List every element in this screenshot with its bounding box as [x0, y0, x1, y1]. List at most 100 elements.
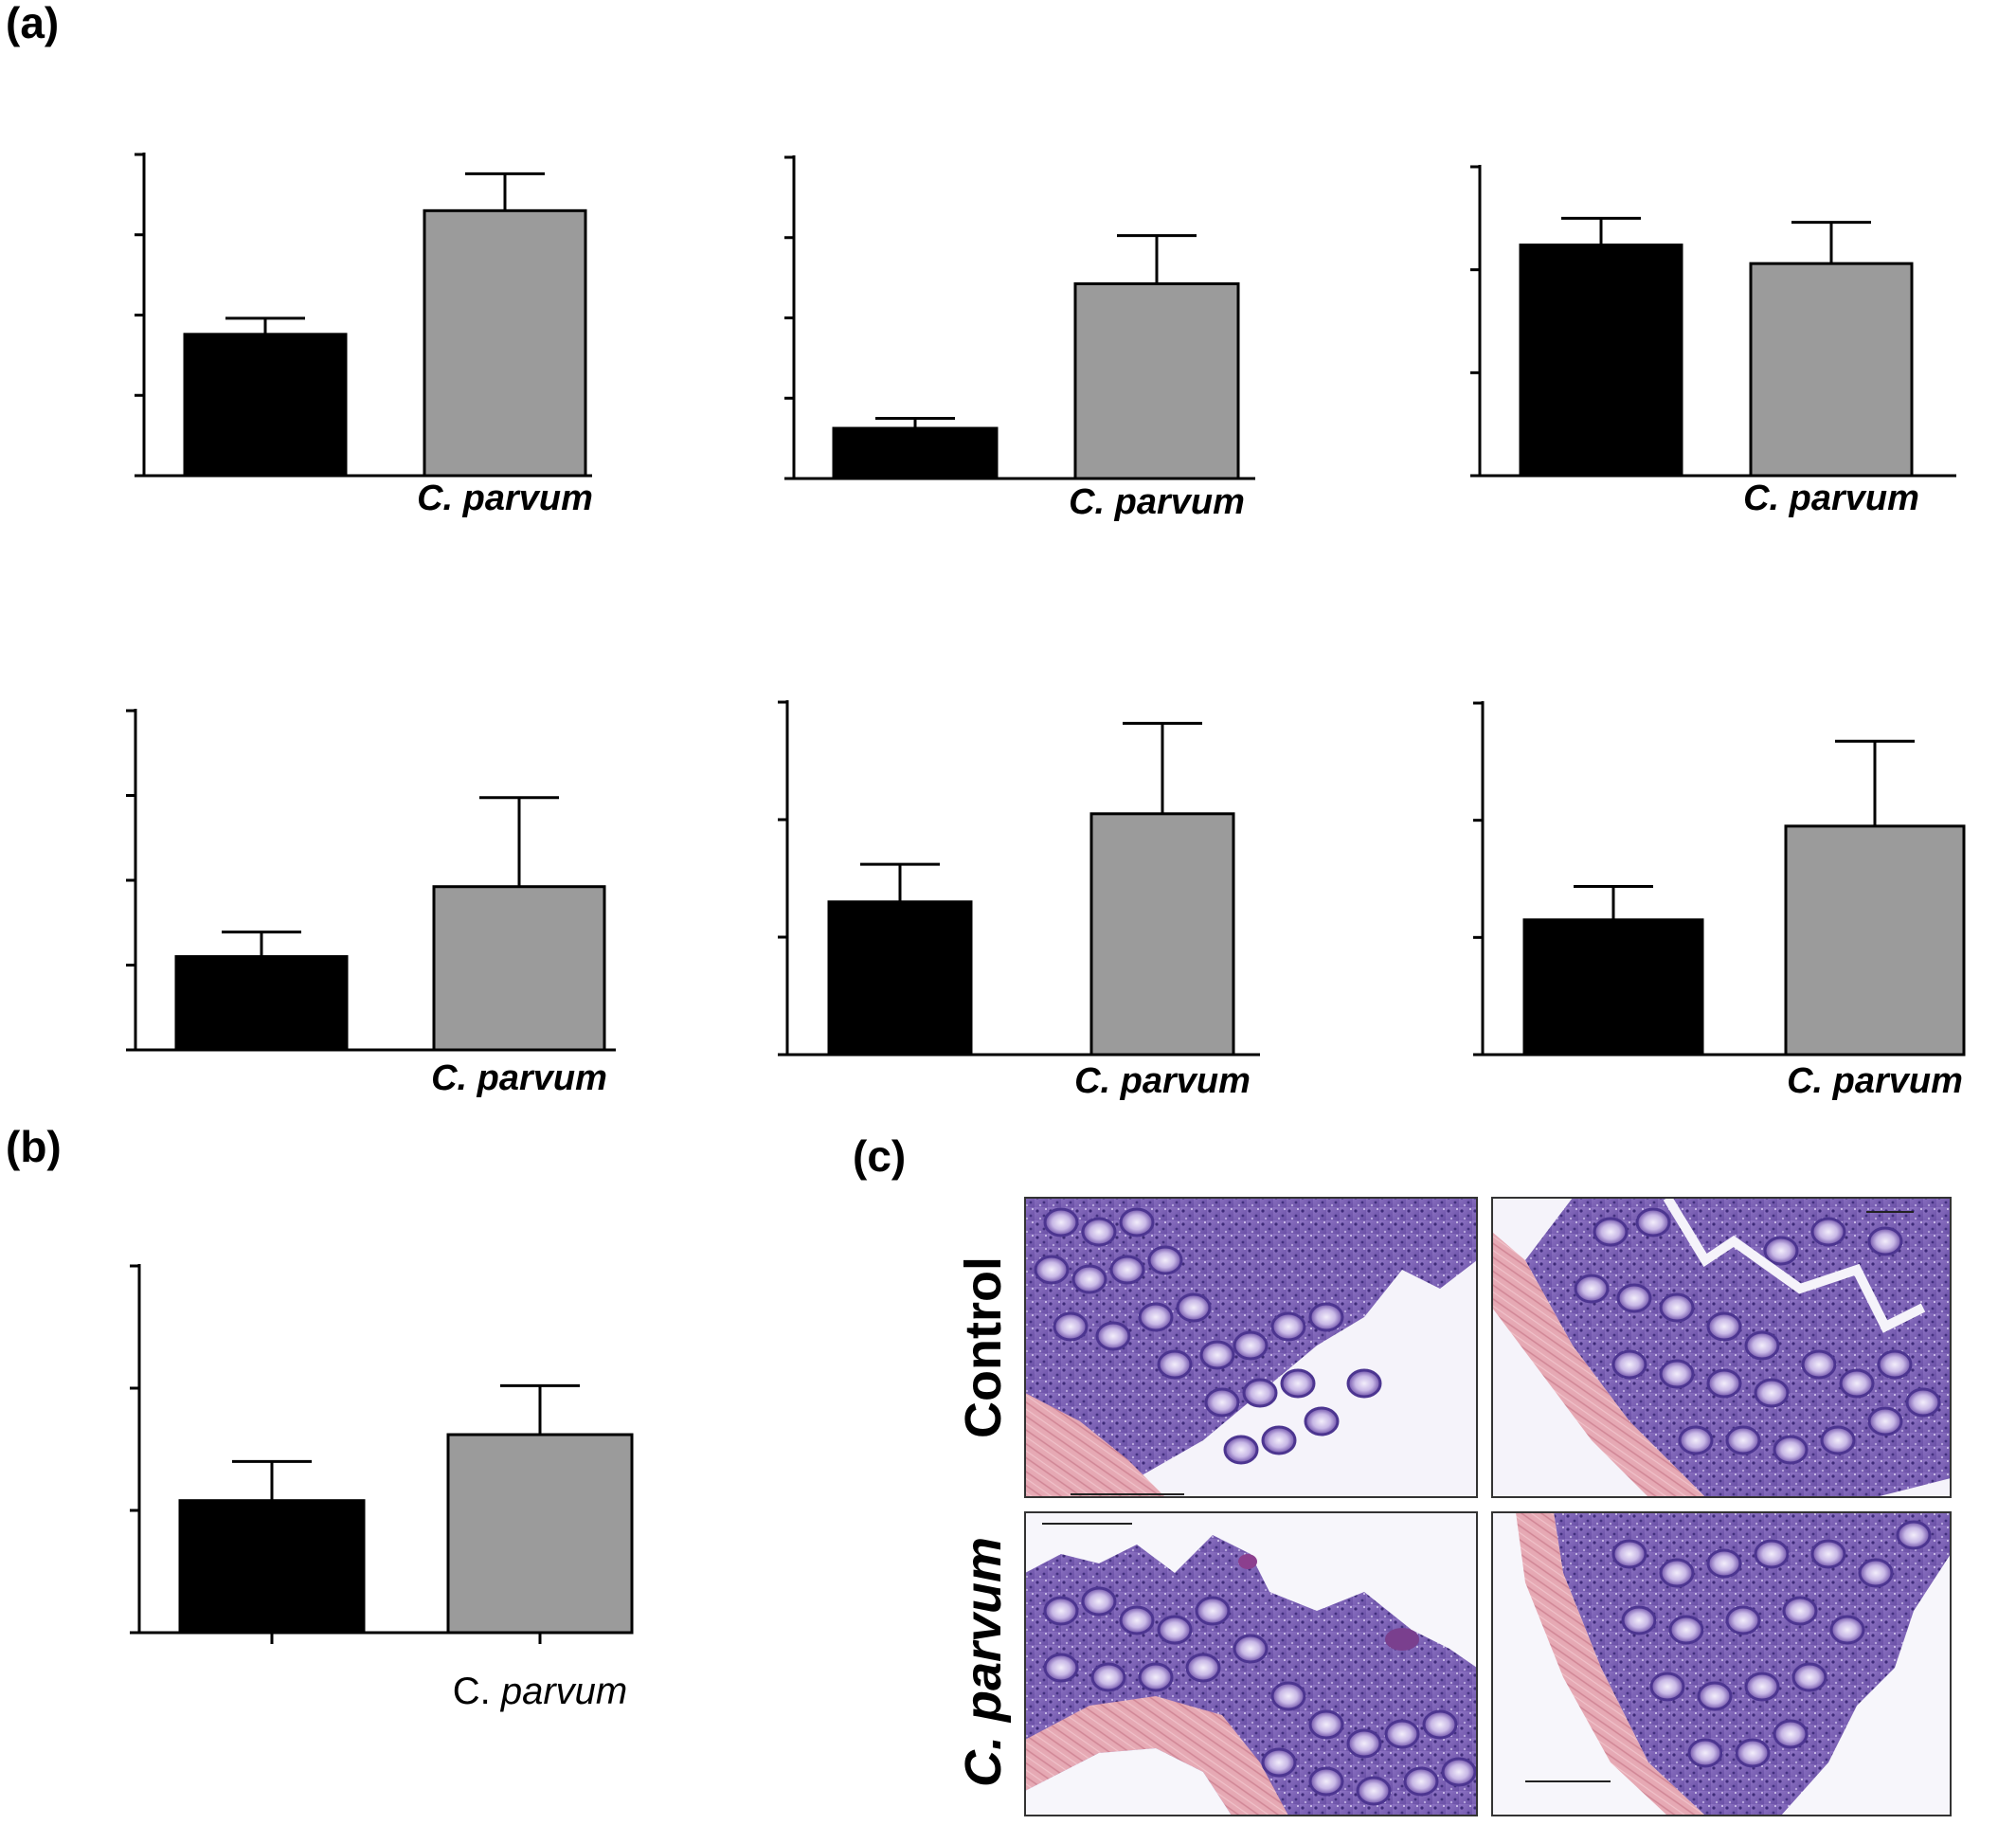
- histology-crypt: [1138, 1662, 1174, 1692]
- histology-crypt: [1616, 1283, 1652, 1313]
- histology-crypt: [1791, 1662, 1827, 1692]
- histology-crypt: [1071, 1264, 1107, 1294]
- histology-crypt: [1034, 1255, 1070, 1285]
- bar-c-parvum: [446, 1433, 634, 1635]
- histology-crypt: [1261, 1425, 1297, 1455]
- histology-crypt: [1706, 1548, 1742, 1579]
- histology-crypt: [1081, 1217, 1117, 1247]
- histology-crypt: [1754, 1539, 1790, 1569]
- histology-crypt: [1905, 1387, 1941, 1418]
- histology-image-control-1: [1025, 1198, 1477, 1497]
- bar-control: [827, 900, 973, 1057]
- chart-il1-beta: C. parvum: [1470, 165, 1956, 518]
- histology-crypt: [1659, 1292, 1695, 1323]
- histology-crypt: [1138, 1302, 1174, 1332]
- x-category-label: C. parvum: [453, 1671, 628, 1712]
- histology-crypt: [1261, 1747, 1297, 1778]
- histology-crypt: [1270, 1681, 1306, 1711]
- histology-crypt: [1744, 1671, 1780, 1702]
- histology-image-control-2: [1492, 1198, 1951, 1497]
- histology-crypt: [1422, 1709, 1458, 1740]
- histology-crypt: [1356, 1776, 1392, 1806]
- histology-crypt: [1839, 1368, 1875, 1399]
- chart-mpo: C. parvum: [130, 1264, 634, 1712]
- bar-c-parvum: [432, 885, 606, 1052]
- histology-crypt: [1744, 1330, 1780, 1361]
- histology-crypt: [1441, 1757, 1477, 1787]
- bar-c-parvum: [1073, 281, 1240, 480]
- histology-image-c-parvum-1: [1025, 1512, 1477, 1816]
- histology-crypt: [1157, 1349, 1193, 1380]
- x-category-label: C. parvum: [1743, 479, 1919, 518]
- histology-crypt: [1697, 1681, 1733, 1711]
- bar-c-parvum: [1749, 262, 1914, 478]
- histology-crypt: [1119, 1605, 1155, 1635]
- histology-crypt: [1574, 1274, 1610, 1304]
- x-category-label: C. parvum: [1074, 1061, 1251, 1101]
- histology-crypt: [1095, 1321, 1131, 1351]
- x-category-label: C. parvum: [1069, 482, 1245, 522]
- histology-crypt: [1735, 1738, 1771, 1768]
- histology-crypt: [1829, 1615, 1865, 1645]
- histology-crypt: [1687, 1738, 1723, 1768]
- histology-crypt: [1867, 1226, 1903, 1256]
- histology-crypt: [1270, 1311, 1306, 1342]
- chart-tnf-alpha: C. parvum: [135, 153, 593, 518]
- histology-crypt: [1233, 1634, 1269, 1664]
- panel-label-a: (a): [6, 0, 59, 47]
- histology-crypt: [1877, 1349, 1913, 1380]
- panel-label-b: (b): [6, 1122, 62, 1171]
- histology-crypt: [1147, 1245, 1183, 1275]
- histology-crypt: [1157, 1615, 1193, 1645]
- bar-control: [183, 333, 348, 478]
- histology-crypt: [1773, 1719, 1809, 1749]
- panel-label-c: (c): [853, 1131, 906, 1181]
- histology-crypt: [1280, 1368, 1316, 1399]
- histology-crypt: [1706, 1311, 1742, 1342]
- chart-cox2: C. parvum: [1473, 701, 1966, 1101]
- bar-control: [1519, 244, 1683, 478]
- histology-crypt: [1308, 1302, 1344, 1332]
- bar-control: [174, 955, 349, 1052]
- histology-crypt: [1223, 1435, 1259, 1465]
- histology-crypt: [1649, 1671, 1685, 1702]
- histology-crypt: [1659, 1359, 1695, 1389]
- histology-crypt: [1659, 1558, 1695, 1588]
- histology-crypt: [1593, 1217, 1629, 1247]
- chart-cxcl1: C. parvum: [778, 700, 1260, 1101]
- histology-crypt: [1754, 1378, 1790, 1408]
- histology-crypt: [1820, 1425, 1856, 1455]
- histology-crypt: [1109, 1255, 1145, 1285]
- histology-crypt: [1801, 1349, 1837, 1380]
- histology-crypt: [1706, 1368, 1742, 1399]
- histology-crypt: [1725, 1605, 1761, 1635]
- bar-c-parvum: [423, 208, 587, 478]
- histology-crypt: [1810, 1217, 1846, 1247]
- histology-crypt: [1081, 1586, 1117, 1617]
- histology-image-c-parvum-2: [1492, 1512, 1951, 1816]
- histology-crypt: [1621, 1605, 1657, 1635]
- histology-crypt: [1782, 1596, 1818, 1626]
- category-label-genus: C.: [453, 1671, 501, 1712]
- bar-control: [832, 426, 999, 480]
- histology-row-label-control: Control: [955, 1256, 1012, 1438]
- histology-row-label-c-parvum: C. parvum: [955, 1537, 1012, 1787]
- x-category-label: C. parvum: [417, 479, 593, 518]
- histology-crypt: [1308, 1766, 1344, 1797]
- histology-crypt: [1204, 1387, 1240, 1418]
- histology-crypt: [1242, 1378, 1278, 1408]
- histology-crypt: [1403, 1766, 1439, 1797]
- histology-crypt: [1867, 1406, 1903, 1437]
- histology-crypt: [1304, 1406, 1340, 1437]
- histology-crypt: [1043, 1653, 1079, 1683]
- bar-c-parvum: [1089, 812, 1235, 1057]
- histology-crypt: [1053, 1311, 1089, 1342]
- histology-crypt: [1725, 1425, 1761, 1455]
- histology-crypt: [1384, 1719, 1420, 1749]
- histology-crypt: [1308, 1709, 1344, 1740]
- histology-crypt: [1346, 1368, 1382, 1399]
- histology-crypt: [1199, 1340, 1235, 1370]
- bar-control: [1522, 918, 1704, 1057]
- histology-crypt: [1896, 1520, 1932, 1550]
